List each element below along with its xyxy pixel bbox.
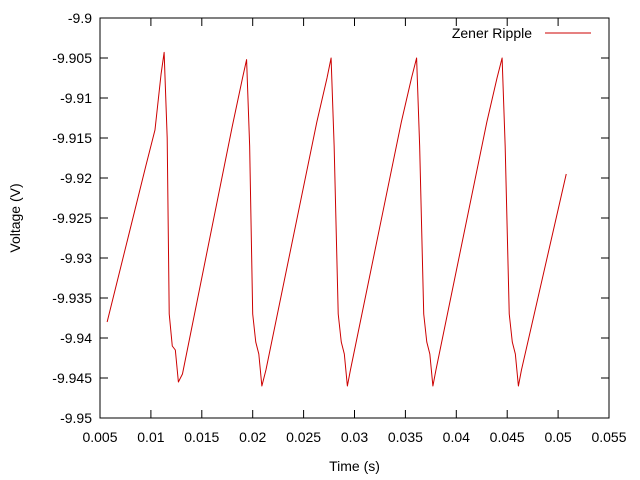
x-tick-label: 0.005 — [82, 429, 117, 445]
x-tick-label: 0.045 — [490, 429, 525, 445]
legend: Zener Ripple — [452, 25, 591, 41]
y-tick-label: -9.925 — [52, 210, 92, 226]
y-axis-title: Voltage (V) — [7, 183, 23, 252]
y-tick-label: -9.93 — [60, 250, 92, 266]
x-tick-label: 0.025 — [286, 429, 321, 445]
x-tick-label: 0.01 — [137, 429, 164, 445]
x-tick-label: 0.035 — [388, 429, 423, 445]
y-tick-label: -9.9 — [68, 10, 92, 26]
x-tick-label: 0.03 — [341, 429, 368, 445]
x-tick-label: 0.05 — [544, 429, 571, 445]
y-tick-label: -9.915 — [52, 130, 92, 146]
series-layer — [106, 51, 567, 387]
y-tick-label: -9.91 — [60, 90, 92, 106]
x-axis-ticks: 0.005 0.01 0.015 0.02 0.025 0.03 0.035 0.04 0.04… — [82, 18, 627, 445]
plot-frame — [99, 17, 610, 419]
x-axis-title: Time (s) — [329, 458, 380, 474]
x-tick-label: 0.04 — [443, 429, 470, 445]
legend-label: Zener Ripple — [452, 25, 532, 41]
x-tick-label: 0.02 — [239, 429, 266, 445]
y-tick-label: -9.945 — [52, 370, 92, 386]
y-tick-label: -9.95 — [60, 410, 92, 426]
series-line-0 — [106, 51, 567, 387]
y-tick-label: -9.94 — [60, 330, 92, 346]
y-tick-label: -9.905 — [52, 50, 92, 66]
y-axis-ticks: -9.9 -9.905 -9.91 -9.915 -9.92 -9.925 -9.93 -9.… — [52, 10, 609, 426]
x-tick-label: 0.015 — [184, 429, 219, 445]
y-tick-label: -9.92 — [60, 170, 92, 186]
x-tick-label: 0.055 — [591, 429, 626, 445]
y-tick-label: -9.935 — [52, 290, 92, 306]
